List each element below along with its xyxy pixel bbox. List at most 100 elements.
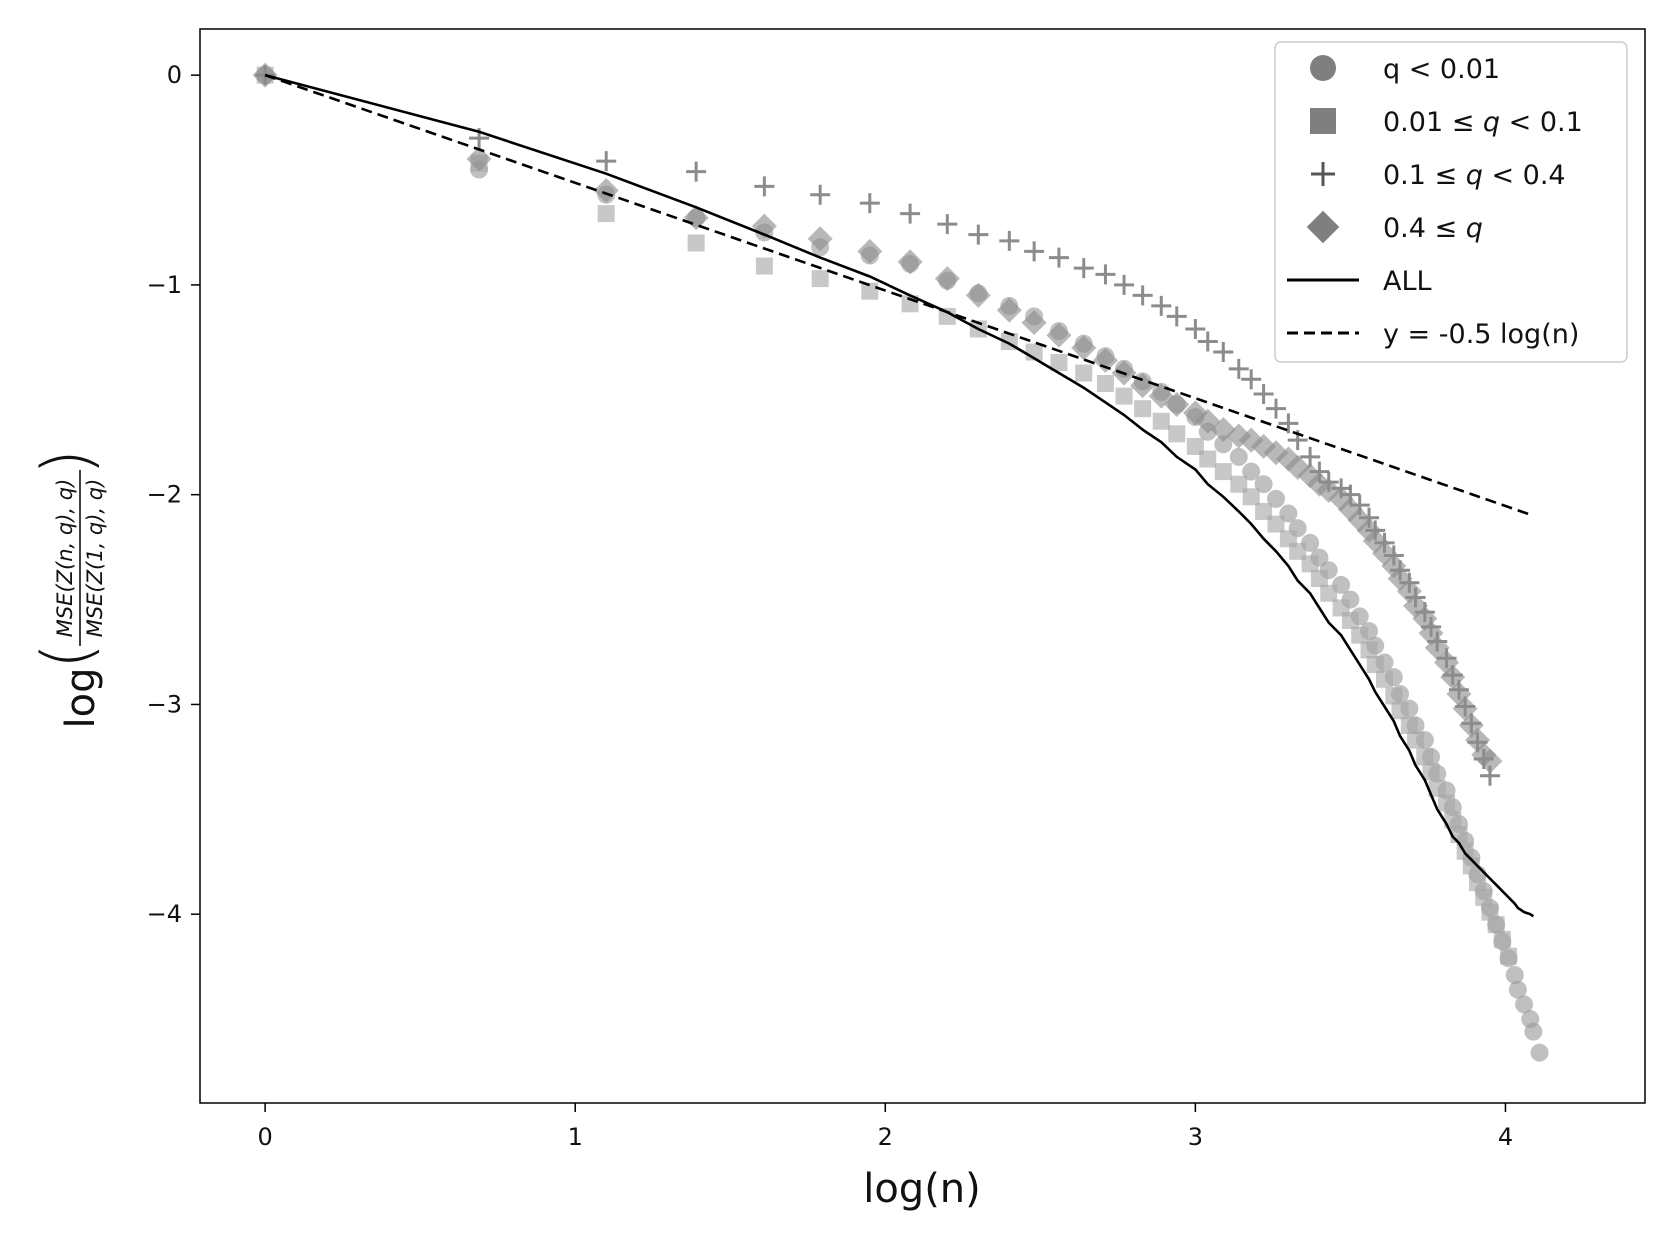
data-point: [1422, 763, 1440, 781]
legend-item: ALL: [1287, 266, 1432, 297]
x-tick-label: 0: [257, 1123, 272, 1151]
data-point: [1185, 318, 1206, 339]
data-point: [754, 176, 775, 197]
data-point: [1341, 612, 1359, 630]
data-point: [1130, 373, 1156, 399]
data-point: [686, 161, 707, 182]
legend-items: q < 0.01 0.01 ≤ q < 0.1 0.1 ≤ q < 0.4 0.4 ≤…: [1287, 54, 1583, 350]
legend-item: y = -0.5 log(n): [1287, 319, 1579, 350]
data-point: [1400, 716, 1418, 734]
data-point: [1114, 274, 1135, 295]
data-point: [1213, 342, 1234, 363]
x-axis-label: log(n): [863, 1166, 981, 1212]
data-point: [1197, 331, 1218, 352]
data-point: [999, 230, 1020, 251]
data-point: [1168, 425, 1186, 443]
data-point: [1407, 731, 1425, 749]
legend-diamond-icon: [1306, 210, 1340, 244]
y-axis-label: log ( MSE(Z(n, q), q) MSE(Z(1, q), q) ): [28, 449, 107, 729]
data-point: [1487, 916, 1505, 934]
data-point: [1438, 794, 1456, 812]
data-point: [1493, 930, 1511, 948]
y-tick-label: −1: [147, 271, 182, 299]
data-point: [934, 266, 960, 292]
all-line: [264, 73, 1535, 918]
legend-item: 0.1 ≤ q < 0.4: [1311, 160, 1566, 191]
data-point: [1475, 888, 1493, 906]
data-point: [1021, 310, 1047, 336]
data-point: [1416, 748, 1434, 766]
legend-square-icon: [1310, 108, 1336, 134]
legend-plus-icon: [1311, 162, 1335, 186]
x-axis-ticks: 0 1 2 3 4: [257, 1103, 1513, 1151]
data-point: [1530, 1043, 1549, 1062]
data-point: [996, 297, 1022, 323]
data-point: [1092, 347, 1118, 373]
data-point: [466, 146, 492, 172]
y-axis-label-open-paren: (: [28, 643, 107, 670]
y-axis-label-denominator: MSE(Z(1, q), q): [83, 479, 107, 638]
x-tick-label: 4: [1498, 1123, 1513, 1151]
data-point: [597, 205, 615, 223]
y-tick-label: −2: [147, 481, 182, 509]
legend-label: 0.1 ≤ q < 0.4: [1383, 160, 1566, 191]
data-point: [1075, 364, 1093, 382]
data-point: [1228, 358, 1249, 379]
data-point: [1278, 413, 1299, 434]
data-point: [1164, 391, 1190, 417]
legend-label: 0.4 ≤ q: [1383, 213, 1483, 244]
data-point: [1266, 398, 1286, 419]
data-point: [1134, 400, 1152, 418]
legend-label: q < 0.01: [1383, 54, 1500, 85]
data-point: [968, 224, 989, 245]
y-tick-label: 0: [167, 61, 182, 89]
series-square: [256, 66, 1518, 965]
y-axis-label-log: log: [58, 668, 104, 729]
data-point: [807, 226, 833, 252]
data-point: [1073, 258, 1094, 279]
data-point: [1524, 1022, 1543, 1041]
legend-item: 0.01 ≤ q < 0.1: [1310, 107, 1583, 138]
data-point: [1151, 295, 1172, 316]
data-point: [1242, 488, 1260, 506]
data-point: [857, 238, 883, 264]
data-point: [1115, 387, 1133, 405]
data-point: [1366, 656, 1384, 674]
data-point: [1428, 779, 1446, 797]
legend: q < 0.01 0.01 ≤ q < 0.1 0.1 ≤ q < 0.4 0.4 ≤…: [1274, 41, 1628, 363]
data-point: [810, 184, 831, 205]
data-point: [1050, 354, 1068, 372]
data-point: [897, 249, 923, 275]
data-point: [1505, 966, 1524, 985]
y-tick-label: −4: [147, 900, 182, 928]
data-point: [1310, 570, 1328, 588]
data-point: [1199, 450, 1217, 468]
y-axis-label-numerator: MSE(Z(n, q), q): [53, 479, 77, 638]
legend-box: [1274, 41, 1628, 363]
x-tick-label: 1: [568, 1123, 583, 1151]
data-point: [1214, 435, 1233, 454]
legend-label: y = -0.5 log(n): [1383, 319, 1579, 350]
data-point: [1132, 285, 1153, 306]
legend-label: ALL: [1383, 266, 1432, 297]
data-point: [1320, 584, 1338, 602]
data-point: [593, 178, 619, 204]
data-point: [1071, 335, 1097, 361]
series-layer: [252, 62, 1549, 1062]
x-tick-label: 3: [1188, 1123, 1203, 1151]
data-point: [1469, 874, 1487, 892]
data-point: [861, 282, 879, 300]
data-point: [1096, 375, 1114, 393]
y-axis-label-close-paren: ): [28, 449, 107, 476]
data-point: [687, 234, 705, 252]
x-tick-label: 2: [878, 1123, 893, 1151]
data-point: [1351, 626, 1369, 644]
data-point: [1477, 748, 1503, 774]
data-point: [1462, 857, 1480, 875]
data-point: [859, 193, 880, 214]
y-axis-ticks: 0 −1 −2 −3 −4: [147, 61, 200, 928]
data-point: [1500, 947, 1518, 965]
data-point: [1152, 412, 1170, 430]
data-point: [811, 270, 829, 288]
